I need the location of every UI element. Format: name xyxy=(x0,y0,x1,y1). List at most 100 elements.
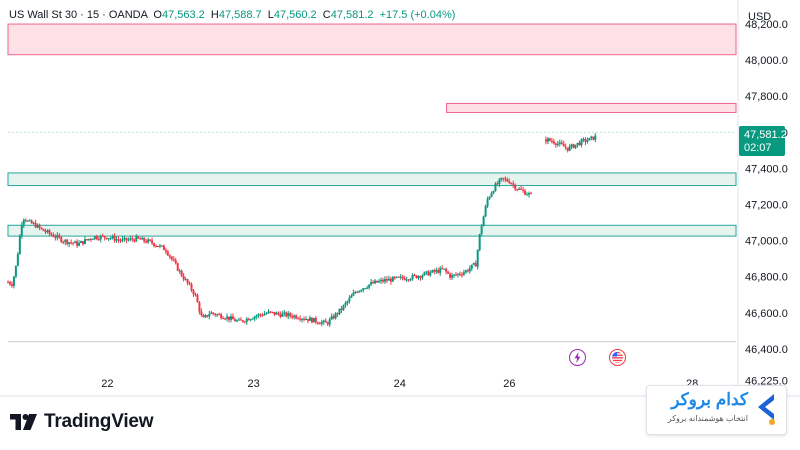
candle-body xyxy=(546,138,549,142)
candle-body xyxy=(356,292,359,294)
candle-body xyxy=(121,239,124,241)
candle-body xyxy=(328,319,331,325)
zones-layer xyxy=(7,23,737,237)
us-flag-icon[interactable] xyxy=(609,349,626,366)
candle-body xyxy=(7,282,9,284)
candle-body xyxy=(445,268,448,272)
candle-body xyxy=(478,234,481,251)
candle-body xyxy=(378,281,381,283)
candle-body xyxy=(301,318,304,320)
time-axis[interactable]: 22 23 24 26 28 xyxy=(101,378,698,390)
candle-body xyxy=(93,236,96,239)
high-value: 47,588.7 xyxy=(218,9,262,21)
candle-body xyxy=(362,288,365,291)
candle-body xyxy=(556,143,559,146)
candle-body xyxy=(441,268,444,270)
candle-body xyxy=(447,271,450,274)
candle-body xyxy=(123,237,126,240)
candle-body xyxy=(304,319,307,321)
candle-body xyxy=(558,142,561,144)
candle-body xyxy=(149,239,152,241)
candle-body xyxy=(421,275,424,278)
candle-body xyxy=(431,270,434,273)
candle-body xyxy=(257,314,260,316)
candle-body xyxy=(578,142,581,146)
candle-body xyxy=(291,315,294,318)
candle-body xyxy=(358,290,361,293)
candle-body xyxy=(249,319,252,321)
tradingview-branding[interactable]: TradingView xyxy=(10,411,154,433)
candle-body xyxy=(522,189,525,191)
price-axis[interactable]: 48,200.048,000.047,800.047,600.047,400.0… xyxy=(745,19,788,387)
candle-body xyxy=(24,219,27,221)
candle-body xyxy=(14,265,17,277)
candle-body xyxy=(277,312,280,315)
candle-body xyxy=(267,311,270,314)
low-label: L xyxy=(267,9,274,21)
candle-body xyxy=(91,238,94,240)
candle-body xyxy=(168,255,171,257)
candle-body xyxy=(562,143,565,147)
candle-body xyxy=(18,235,21,255)
candle-body xyxy=(393,276,396,278)
candle-body xyxy=(46,230,49,233)
currency-label[interactable]: USD xyxy=(748,11,771,23)
candle-body xyxy=(411,274,414,280)
candle-body xyxy=(419,276,422,278)
price-tick-label: 46,400.0 xyxy=(745,344,788,356)
candle-body xyxy=(458,273,461,275)
candle-body xyxy=(117,239,120,241)
symbol-header: US Wall St 30 · 15 · OANDA O47,563.2 H47… xyxy=(9,9,455,21)
candle-body xyxy=(235,320,238,322)
symbol-title[interactable]: US Wall St 30 · 15 · OANDA xyxy=(9,9,148,21)
candle-body xyxy=(586,140,589,142)
candle-body xyxy=(360,290,363,292)
candle-body xyxy=(279,314,282,317)
candle-body xyxy=(194,294,197,296)
candle-body xyxy=(592,136,595,140)
candle-body xyxy=(38,224,41,228)
candle-body xyxy=(251,318,254,320)
candle-body xyxy=(202,315,205,318)
candle-body xyxy=(379,279,382,282)
candle-body xyxy=(433,270,436,272)
price-tick-label: 46,225.0 xyxy=(745,375,788,387)
candle-body xyxy=(180,270,183,276)
candle-body xyxy=(101,235,104,237)
candle-body xyxy=(131,238,134,240)
candle-body xyxy=(230,316,233,320)
candle-body xyxy=(332,316,335,319)
last-price-value: 47,581.2 xyxy=(744,129,787,141)
candle-body xyxy=(439,268,442,273)
candle-body xyxy=(164,250,167,252)
candle-body xyxy=(550,140,553,142)
price-tick-label: 47,000.0 xyxy=(745,236,788,248)
candle-body xyxy=(454,274,457,276)
lightning-icon[interactable] xyxy=(569,349,586,366)
candle-body xyxy=(214,313,217,316)
candle-body xyxy=(407,279,410,281)
candle-body xyxy=(330,316,333,320)
candle-body xyxy=(488,196,491,199)
candle-body xyxy=(147,239,150,243)
high-label: H xyxy=(210,9,219,21)
candle-body xyxy=(196,294,199,303)
candle-body xyxy=(451,275,454,278)
candle-body xyxy=(409,279,412,281)
candle-body xyxy=(502,177,505,179)
candle-body xyxy=(176,263,179,271)
candle-body xyxy=(588,137,591,141)
candle-body xyxy=(370,282,373,285)
candle-body xyxy=(520,188,523,190)
candle-body xyxy=(231,316,234,320)
candle-body xyxy=(318,323,321,325)
candle-body xyxy=(316,322,319,324)
price-tick-label: 47,400.0 xyxy=(745,163,788,175)
candle-body xyxy=(151,240,154,244)
candle-body xyxy=(89,238,92,240)
candle-body xyxy=(83,239,86,244)
candle-body xyxy=(241,320,244,322)
candle-body xyxy=(56,235,59,238)
candle-body xyxy=(153,243,156,246)
